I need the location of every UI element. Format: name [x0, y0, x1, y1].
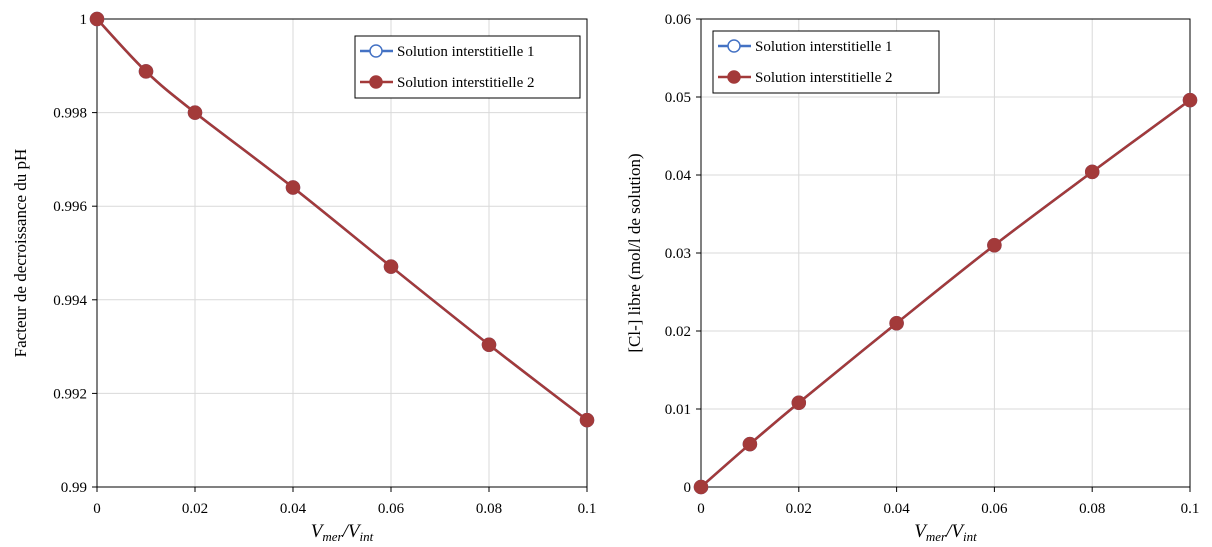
- x-tick-label: 0.04: [280, 501, 307, 517]
- y-tick-label: 0.994: [53, 293, 87, 309]
- y-axis-title: [Cl-] libre (mol/l de solution): [625, 153, 644, 352]
- data-point-series-2: [889, 315, 904, 331]
- y-tick-label: 0.02: [665, 324, 691, 340]
- data-point-series-2: [138, 64, 154, 79]
- x-tick-label: 0.1: [1181, 501, 1200, 517]
- x-tick-label: 0.02: [786, 501, 812, 517]
- y-tick-label: 0: [684, 480, 692, 496]
- data-point-series-2: [89, 11, 105, 27]
- data-point-series-2: [481, 337, 497, 352]
- chart-1: 0 0.02 0.04 0.06 0.08 0.1 0.99 0.992 0.994 0.996 0…: [11, 11, 597, 544]
- y-axis-title: Facteur de decroissance du pH: [11, 149, 30, 358]
- y-tick-label: 0.998: [53, 106, 87, 122]
- x-tick-label: 0.08: [1079, 501, 1105, 517]
- y-tick-label: 0.04: [665, 168, 692, 184]
- x-tick-label: 0.06: [981, 501, 1008, 517]
- y-tick-label: 0.99: [61, 480, 87, 496]
- data-point-series-2: [383, 259, 399, 274]
- y-tick-label: 0.06: [665, 12, 692, 28]
- y-tick-label: 1: [80, 12, 88, 28]
- data-point-series-2: [579, 412, 595, 428]
- plot-border: [96, 18, 588, 488]
- legend-swatch-marker: [727, 70, 741, 84]
- x-tick-label: 0.1: [578, 501, 597, 517]
- legend-label: Solution interstitielle 1: [755, 39, 893, 55]
- data-point-series-2: [742, 436, 758, 452]
- data-point-series-2: [693, 479, 709, 495]
- legend-swatch-marker: [369, 75, 383, 89]
- y-tick-label: 0.03: [665, 246, 691, 262]
- data-point-series-2: [987, 237, 1002, 253]
- y-tick-label: 0.01: [665, 402, 691, 418]
- data-point-series-2: [791, 395, 807, 411]
- x-tick-label: 0: [93, 501, 101, 517]
- y-tick-label: 0.996: [53, 199, 87, 215]
- x-tick-label: 0.08: [476, 501, 502, 517]
- legend-label: Solution interstitielle 1: [397, 44, 535, 60]
- legend-label: Solution interstitielle 2: [397, 75, 535, 91]
- legend: Solution interstitielle 1 Solution inters…: [354, 35, 581, 99]
- legend-swatch-marker: [369, 44, 383, 58]
- x-tick-label: 0.06: [378, 501, 405, 517]
- y-tick-label: 0.992: [53, 386, 87, 402]
- x-axis-title: Vmer/Vint: [914, 521, 977, 544]
- legend-label: Solution interstitielle 2: [755, 70, 893, 86]
- legend: Solution interstitielle 1 Solution inters…: [712, 30, 940, 94]
- chart-2: 0 0.02 0.04 0.06 0.08 0.1 0 0.01 0.02 0.03 0.04 0.0…: [625, 12, 1199, 544]
- x-tick-label: 0.02: [182, 501, 208, 517]
- legend-swatch-marker: [727, 39, 741, 53]
- x-tick-label: 0: [697, 501, 705, 517]
- data-point-series-2: [285, 180, 301, 195]
- legend-box: [354, 35, 581, 99]
- legend-box: [712, 30, 940, 94]
- x-tick-label: 0.04: [883, 501, 910, 517]
- data-point-series-2: [187, 105, 203, 120]
- data-point-series-2: [1084, 164, 1100, 180]
- x-axis-title: Vmer/Vint: [311, 521, 374, 544]
- data-point-series-2: [1182, 92, 1198, 108]
- y-tick-label: 0.05: [665, 90, 691, 106]
